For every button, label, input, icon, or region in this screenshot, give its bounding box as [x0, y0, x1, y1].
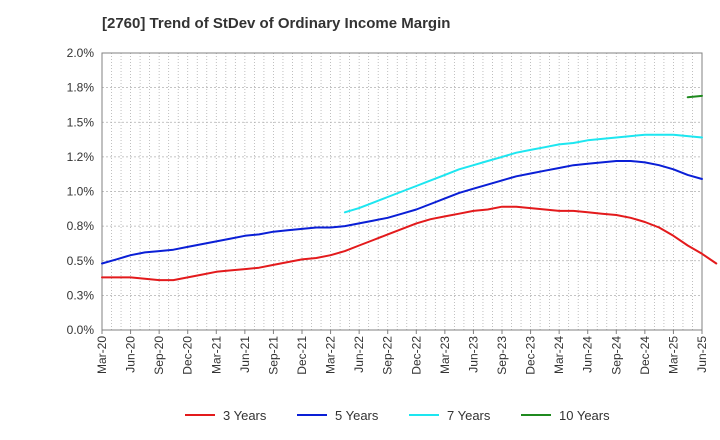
x-tick-label: Jun-20 — [124, 336, 138, 373]
x-tick-label: Dec-21 — [295, 336, 309, 375]
x-tick-label: Jun-23 — [466, 336, 480, 373]
y-tick-label: 0.0% — [67, 323, 95, 337]
x-tick-label: Sep-22 — [381, 336, 395, 375]
x-axis-ticks: Mar-20 Jun-20 Sep-20 Dec-20 Mar-21 Jun-21 Sep-… — [95, 330, 709, 375]
chart-title: [2760] Trend of StDev of Ordinary Income… — [102, 15, 450, 32]
series-line-5-years — [101, 160, 703, 265]
x-tick-label: Jun-22 — [352, 336, 366, 373]
x-tick-label: Jun-24 — [581, 336, 595, 373]
x-tick-label: Dec-20 — [181, 336, 195, 375]
x-tick-label: Mar-21 — [209, 336, 223, 374]
y-tick-label: 0.3% — [67, 288, 95, 302]
series-lines — [101, 94, 718, 282]
x-tick-label: Sep-24 — [609, 336, 623, 375]
legend-label: 5 Years — [335, 408, 379, 423]
legend-label: 10 Years — [559, 408, 610, 423]
x-tick-label: Sep-23 — [495, 336, 509, 375]
y-tick-label: 1.0% — [67, 185, 95, 199]
y-tick-label: 2.0% — [67, 46, 95, 60]
x-tick-label: Dec-24 — [638, 336, 652, 375]
x-tick-label: Sep-21 — [266, 336, 280, 375]
series-line-3-years — [101, 205, 718, 282]
legend-label: 3 Years — [223, 408, 267, 423]
x-tick-label: Mar-20 — [95, 336, 109, 374]
x-tick-label: Jun-25 — [695, 336, 709, 373]
y-tick-label: 0.5% — [67, 254, 95, 268]
y-axis-ticks: 0.0% 0.3% 0.5% 0.8% 1.0% 1.2% 1.5% 1.8% 2.0% — [67, 46, 95, 337]
legend: 3 Years 5 Years 7 Years 10 Years — [185, 408, 610, 423]
y-tick-label: 1.2% — [67, 150, 95, 164]
axes — [101, 52, 703, 331]
x-tick-label: Mar-24 — [552, 336, 566, 374]
y-tick-label: 1.8% — [67, 81, 95, 95]
series-line-7-years — [343, 133, 703, 214]
y-tick-label: 1.5% — [67, 115, 95, 129]
x-tick-label: Dec-22 — [409, 336, 423, 375]
x-tick-label: Mar-25 — [666, 336, 680, 374]
x-tick-label: Mar-23 — [438, 336, 452, 374]
x-tick-label: Mar-22 — [324, 336, 338, 374]
x-tick-label: Dec-23 — [524, 336, 538, 375]
plot-border — [101, 52, 703, 331]
series-line-10-years — [686, 94, 703, 99]
x-tick-label: Jun-21 — [238, 336, 252, 373]
y-tick-label: 0.8% — [67, 219, 95, 233]
grid-lines — [102, 52, 702, 330]
x-tick-label: Sep-20 — [152, 336, 166, 375]
legend-label: 7 Years — [447, 408, 491, 423]
